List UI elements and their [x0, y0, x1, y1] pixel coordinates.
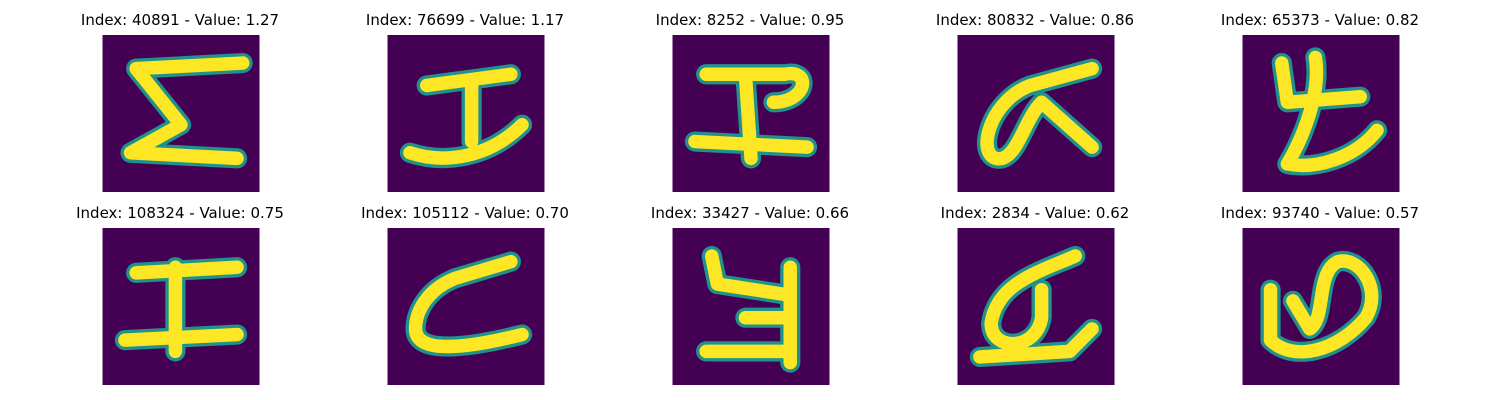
panel-title: Index: 76699 - Value: 1.17 [365, 11, 565, 29]
panel-title: Index: 65373 - Value: 0.82 [1220, 11, 1420, 29]
panel: Index: 93740 - Value: 0.57 [1170, 193, 1470, 385]
panel: Index: 80832 - Value: 0.86 [885, 0, 1185, 192]
panel: Index: 8252 - Value: 0.95 [600, 0, 900, 192]
panel: Index: 33427 - Value: 0.66 [600, 193, 900, 385]
panel: Index: 65373 - Value: 0.82 [1170, 0, 1470, 192]
panel-title: Index: 93740 - Value: 0.57 [1220, 204, 1420, 222]
panel-title: Index: 2834 - Value: 0.62 [940, 204, 1130, 222]
character-image [387, 228, 545, 385]
panel-title: Index: 8252 - Value: 0.95 [655, 11, 845, 29]
panel-title: Index: 33427 - Value: 0.66 [650, 204, 850, 222]
character-image [1242, 228, 1400, 385]
character-image [102, 228, 260, 385]
panel: Index: 40891 - Value: 1.27 [30, 0, 330, 192]
panel: Index: 108324 - Value: 0.75 [30, 193, 330, 385]
panel-title: Index: 40891 - Value: 1.27 [80, 11, 280, 29]
panel: Index: 105112 - Value: 0.70 [315, 193, 615, 385]
character-image [957, 228, 1115, 385]
panel: Index: 2834 - Value: 0.62 [885, 193, 1185, 385]
character-image [387, 35, 545, 192]
character-image [1242, 35, 1400, 192]
panel-title: Index: 108324 - Value: 0.75 [76, 204, 284, 222]
panel: Index: 76699 - Value: 1.17 [315, 0, 615, 192]
character-image [102, 35, 260, 192]
panel-title: Index: 80832 - Value: 0.86 [935, 11, 1135, 29]
character-image [672, 35, 830, 192]
character-image [672, 228, 830, 385]
character-image [957, 35, 1115, 192]
panel-title: Index: 105112 - Value: 0.70 [361, 204, 569, 222]
